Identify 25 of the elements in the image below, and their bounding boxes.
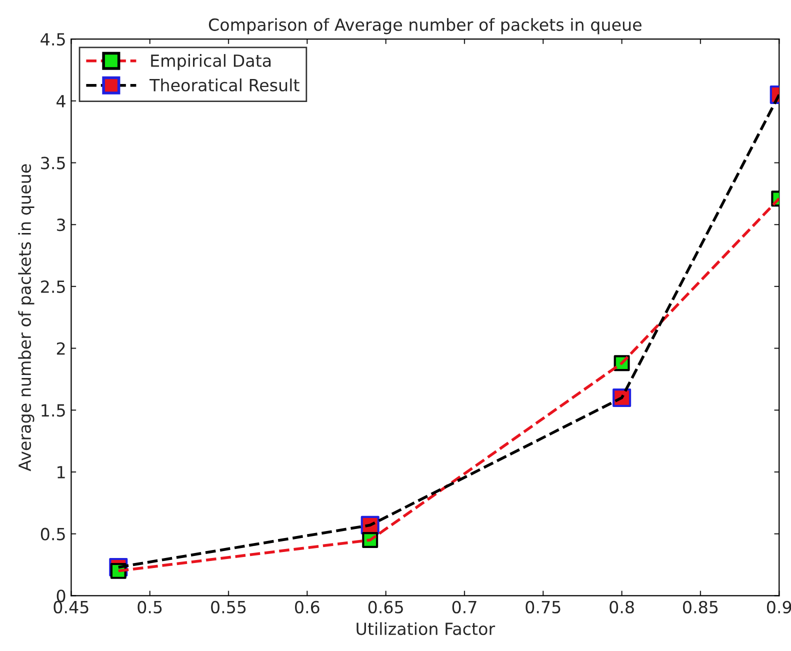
y-tick-label: 1.5 [42, 404, 65, 417]
x-tick-label: 0.5 [138, 600, 162, 614]
x-tick-label: 0.55 [211, 600, 246, 614]
y-tick-label: 4 [56, 95, 66, 108]
x-tick-label: 0.45 [54, 600, 88, 614]
y-tick-label: 0.5 [40, 528, 65, 540]
x-tick-label: 0.65 [368, 600, 403, 614]
x-tick-label: 0.7 [452, 600, 476, 614]
x-tick-label: 0.75 [526, 600, 560, 614]
x-tick-label: 0.8 [610, 600, 634, 614]
x-tick-label: 0.85 [683, 600, 718, 614]
x-tick-label: 0.6 [295, 600, 320, 614]
chart-title: Comparison of Average number of packets in queue [208, 18, 642, 34]
y-tick-label: 4.5 [40, 33, 65, 46]
y-tick-label: 3.5 [41, 156, 65, 170]
y-tick-label: 1 [58, 466, 65, 478]
legend-label: Empirical Data [151, 54, 271, 70]
y-axis-title: Average number of packets in queue [18, 164, 34, 472]
x-tick-label: 0.9 [766, 600, 791, 614]
y-tick-label: 0 [56, 590, 66, 602]
y-tick-label: 3 [56, 218, 65, 232]
y-tick-label: 2 [56, 342, 65, 355]
legend-label: Theoratical Result [149, 78, 300, 92]
x-axis-title: Utilization Factor [356, 622, 496, 636]
y-tick-label: 2.5 [41, 280, 65, 294]
